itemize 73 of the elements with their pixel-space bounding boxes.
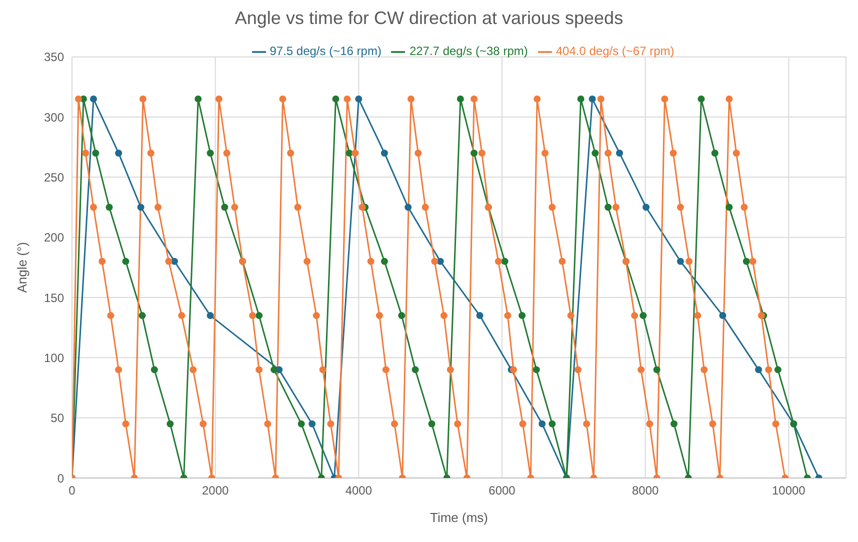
point xyxy=(428,420,436,428)
point xyxy=(719,312,726,320)
point xyxy=(676,258,684,265)
legend-label: 97.5 deg/s (~16 rpm) xyxy=(270,44,382,58)
point xyxy=(115,150,122,157)
point xyxy=(577,95,584,102)
point xyxy=(532,366,540,374)
point xyxy=(742,258,750,265)
point xyxy=(346,150,353,157)
point xyxy=(436,258,444,265)
point xyxy=(355,95,362,102)
point xyxy=(711,150,718,157)
y-tick-label: 350 xyxy=(44,50,64,64)
point xyxy=(616,150,624,157)
legend-label: 404.0 deg/s (~67 rpm) xyxy=(556,44,674,58)
point xyxy=(604,204,612,211)
point xyxy=(592,150,599,157)
point xyxy=(221,204,228,211)
x-tick-label: 2000 xyxy=(202,484,230,498)
legend-label: 227.7 deg/s (~38 rpm) xyxy=(409,44,528,58)
point xyxy=(166,420,174,428)
chart-title: Angle vs time for CW direction at various speeds xyxy=(234,8,624,30)
point xyxy=(456,95,464,102)
x-tick-label: 6000 xyxy=(488,484,516,498)
point xyxy=(138,312,146,320)
point xyxy=(653,366,660,374)
x-axis-title: Time (ms) xyxy=(430,510,488,525)
x-tick-label: 10000 xyxy=(772,484,806,498)
point xyxy=(194,95,202,102)
point xyxy=(501,258,508,265)
point xyxy=(298,420,305,428)
point xyxy=(726,204,733,211)
y-tick-label: 100 xyxy=(44,350,64,365)
point xyxy=(122,258,130,265)
point xyxy=(774,366,782,374)
point xyxy=(380,258,388,265)
point xyxy=(398,312,406,320)
point xyxy=(518,312,526,320)
point xyxy=(206,312,214,320)
point xyxy=(270,366,278,374)
point xyxy=(642,204,650,211)
point xyxy=(137,204,144,211)
point xyxy=(90,95,97,102)
point xyxy=(332,95,340,102)
point xyxy=(670,420,678,428)
y-axis-title: Angle (°) xyxy=(14,242,30,293)
point xyxy=(206,150,214,157)
y-tick-label: 250 xyxy=(44,170,64,184)
y-tick-label: 50 xyxy=(50,411,64,426)
point xyxy=(308,420,316,428)
y-tick-label: 150 xyxy=(44,290,64,305)
x-tick-label: 4000 xyxy=(345,484,372,498)
point xyxy=(538,420,546,428)
point xyxy=(92,150,100,157)
point xyxy=(476,312,484,320)
point xyxy=(640,312,647,320)
point xyxy=(404,204,412,211)
point xyxy=(412,366,419,374)
point xyxy=(170,258,178,265)
point xyxy=(755,366,762,374)
point xyxy=(106,204,113,211)
x-tick-label: 8000 xyxy=(632,484,660,498)
y-tick-label: 300 xyxy=(44,110,64,124)
point xyxy=(380,150,388,157)
y-tick-label: 0 xyxy=(57,471,64,486)
point xyxy=(470,150,478,157)
point xyxy=(548,420,556,428)
point xyxy=(150,366,158,374)
point xyxy=(698,95,705,102)
point xyxy=(588,95,596,102)
x-tick-label: 0 xyxy=(68,484,76,498)
y-tick-label: 200 xyxy=(44,230,64,245)
point xyxy=(256,312,263,320)
